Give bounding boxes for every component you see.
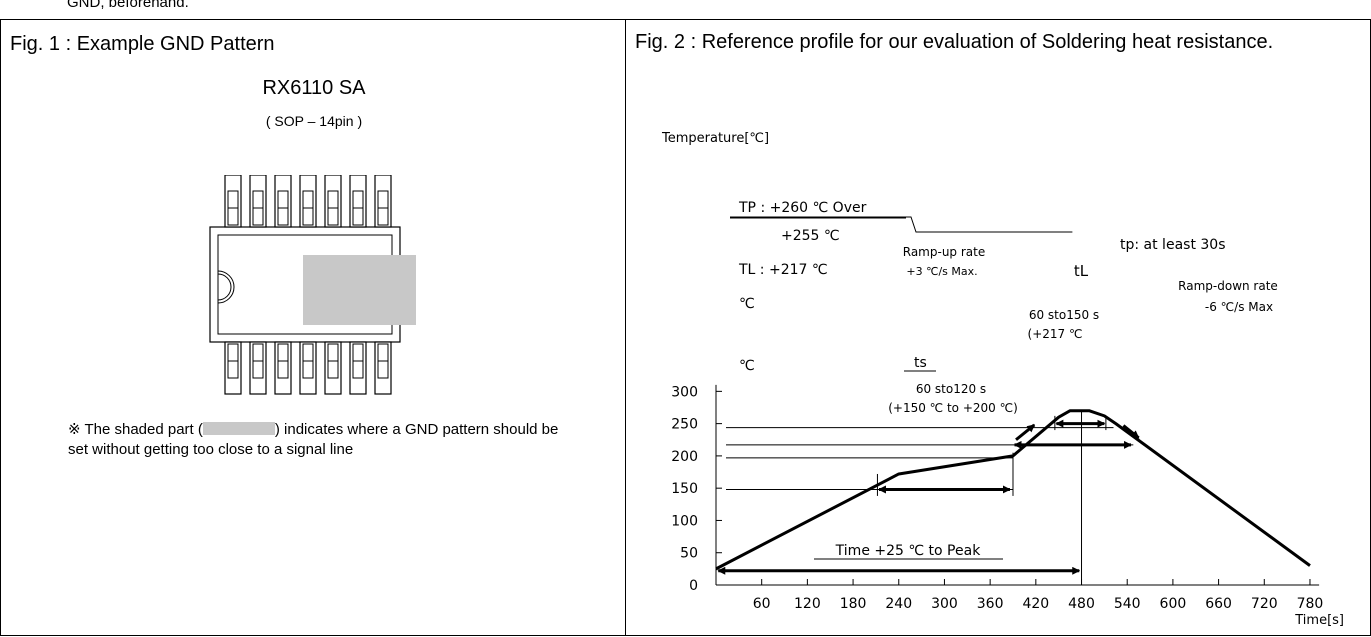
y-tick-label: 0 — [689, 578, 698, 594]
ramp-up-arrow — [1015, 423, 1036, 441]
y-tick-label: 50 — [680, 546, 698, 562]
ramp-up-rate: +3 ℃/s Max. — [906, 265, 977, 278]
x-axis-label: Time[s] — [1294, 613, 1344, 628]
fig1-title: Fig. 1 : Example GND Pattern — [10, 33, 275, 55]
y-tick-label: 100 — [671, 513, 698, 529]
tp-label: TP : +260 ℃ Over — [738, 200, 867, 216]
x-tick-label: 360 — [977, 596, 1004, 612]
y-axis-label: Temperature[℃] — [661, 131, 769, 146]
tp-leader — [730, 216, 1073, 233]
gnd-pattern-area — [303, 255, 416, 325]
gnd-note: ※ The shaded part () indicates where a G… — [68, 420, 568, 460]
ramp-down-label: Ramp-down rate — [1178, 279, 1278, 293]
tl-name: tL — [1074, 262, 1089, 280]
ramp-down-arrow — [1122, 424, 1140, 439]
tp-time: tp: at least 30s — [1120, 237, 1226, 253]
part-name: RX6110 SA — [262, 77, 366, 99]
gnd-note-suffix: ) indicates where a GND pattern should b… — [68, 421, 559, 458]
x-tick-label: 300 — [931, 596, 958, 612]
y-tick-label: 250 — [671, 417, 698, 433]
fig2-panel: 0 50 100 150 200 250 300 60 120 180 240 300 360 420 48… — [625, 19, 1371, 636]
ramp-down-rate: -6 ℃/s Max — [1205, 300, 1273, 314]
x-tick-label: 660 — [1205, 596, 1232, 612]
ts-name: ts — [914, 355, 927, 371]
x-tick-label: 780 — [1297, 596, 1324, 612]
bottom-pin — [299, 341, 317, 395]
gnd-note-prefix: ※ The shaded part ( — [68, 421, 203, 438]
y-tick-label: 150 — [671, 481, 698, 497]
fig1-panel: Fig. 1 : Example GND Pattern RX6110 SA (… — [0, 19, 626, 636]
cutoff-previous-text: GND, beforehand. — [67, 0, 189, 11]
time-to-peak-label: Time +25 ℃ to Peak — [835, 543, 982, 559]
top-pin — [374, 175, 392, 228]
tl-range: (+217 ℃ — [1028, 327, 1083, 341]
x-tick-label: 720 — [1251, 596, 1278, 612]
pin1-notch — [217, 270, 235, 304]
top-pin — [349, 175, 367, 228]
t255-label: +255 ℃ — [781, 228, 840, 244]
package-label: ( SOP – 14pin ) — [265, 113, 363, 129]
x-tick-label: 180 — [840, 596, 867, 612]
gnd-shade-swatch — [202, 422, 275, 435]
pin1-notch-inner — [217, 273, 232, 301]
sop14-package-drawing — [209, 175, 416, 395]
reflow-profile-line — [715, 409, 1311, 571]
top-pin — [249, 175, 267, 228]
bottom-pin — [349, 341, 367, 395]
x-tick-label: 420 — [1022, 596, 1049, 612]
y-tick-label: 300 — [671, 384, 698, 400]
top-pin — [324, 175, 342, 228]
tl-label: TL : +217 ℃ — [738, 262, 828, 278]
bottom-pin — [224, 341, 242, 395]
x-tick-label: 120 — [794, 596, 821, 612]
ts-max-label: ℃ — [739, 296, 755, 312]
bottom-pin — [324, 341, 342, 395]
x-tick-label: 540 — [1114, 596, 1141, 612]
tl-time: 60 sto150 s — [1029, 308, 1099, 322]
x-tick-label: 600 — [1160, 596, 1187, 612]
top-pin — [274, 175, 292, 228]
bottom-pin — [274, 341, 292, 395]
x-tick-label: 60 — [753, 596, 771, 612]
ramp-up-label: Ramp-up rate — [903, 245, 985, 259]
fig2-title: Fig. 2 : Reference profile for our evalu… — [635, 31, 1274, 53]
top-pin — [299, 175, 317, 228]
ts-min-label: ℃ — [739, 358, 755, 374]
x-tick-label: 480 — [1068, 596, 1095, 612]
bottom-pin — [249, 341, 267, 395]
bottom-pin — [374, 341, 392, 395]
reflow-profile-chart: 0 50 100 150 200 250 300 60 120 180 240 300 360 420 48… — [661, 131, 1344, 628]
ts-range: (+150 ℃ to +200 ℃) — [888, 401, 1018, 415]
y-tick-label: 200 — [671, 449, 698, 465]
top-pin — [224, 175, 242, 228]
x-tick-label: 240 — [885, 596, 912, 612]
ts-time: 60 sto120 s — [916, 382, 986, 396]
